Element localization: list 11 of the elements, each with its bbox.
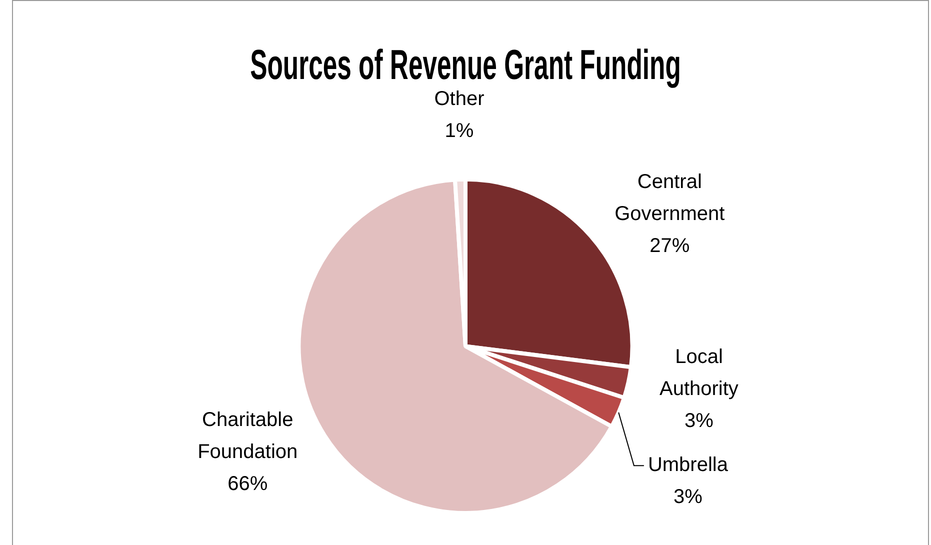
- data-label: 3%: [674, 486, 703, 508]
- slice-label: Other: [434, 88, 485, 110]
- slice-label: Charitable Foundation: [198, 409, 298, 464]
- data-label: 1%: [444, 120, 474, 142]
- slice-label: Local Authority: [660, 346, 738, 400]
- data-label: 66%: [228, 473, 268, 496]
- slice-label: Umbrella: [648, 454, 729, 476]
- data-label: 27%: [650, 235, 690, 258]
- slice-label: Central Government: [614, 171, 726, 226]
- chart-title: Sources of Revenue Grant Funding: [250, 41, 681, 88]
- data-label: 3%: [684, 410, 714, 432]
